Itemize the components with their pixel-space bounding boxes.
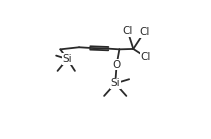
Text: Cl: Cl bbox=[141, 52, 151, 62]
Text: O: O bbox=[112, 60, 121, 70]
Text: Cl: Cl bbox=[139, 27, 150, 37]
Text: Si: Si bbox=[62, 54, 72, 64]
Text: Si: Si bbox=[110, 78, 120, 88]
Text: Cl: Cl bbox=[123, 26, 133, 36]
